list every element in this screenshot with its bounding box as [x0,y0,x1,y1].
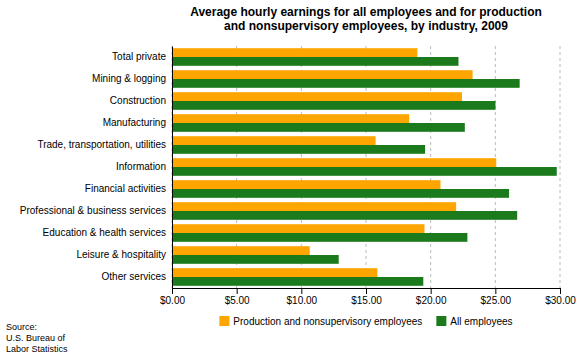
tick-label: Trade, transportation, utilities [37,139,166,150]
legend: Production and nonsupervisory employees A… [219,316,512,327]
tick-label: Total private [112,51,166,62]
tick: Information [116,161,172,172]
bar [172,57,458,66]
tick-label: $15.00 [351,295,382,306]
axis-line [173,289,561,295]
grid [172,46,560,288]
bar [172,255,339,264]
bar [172,145,425,154]
tick: Education & health services [43,227,172,238]
tick: Total private [112,51,172,62]
y-axis: Total private Mining & logging Constructio… [20,47,173,289]
legend-swatch [436,316,446,326]
grid-line [172,46,173,288]
tick-mark [560,288,561,294]
tick: Trade, transportation, utilities [37,139,172,150]
tick-mark [237,288,238,294]
tick: Construction [110,95,172,106]
tick-label: Construction [110,95,166,106]
bar [172,101,495,110]
series [172,57,557,286]
tick-label: $0.00 [160,295,185,306]
bars [172,48,557,286]
tick-label: Leisure & hospitality [77,249,167,260]
tick: $5.00 [225,288,250,306]
bar [172,246,310,255]
bar [172,180,440,189]
plot: $0.00 $5.00 $10.00 $15.00 $20.00 $25.00 $30.00… [20,46,576,306]
tick-label: Professional & business services [20,205,166,216]
tick-label: Information [116,161,166,172]
tick: $30.00 [545,288,576,306]
legend-swatch [219,316,229,326]
grid-line [560,46,561,288]
tick: Mining & logging [92,73,172,84]
tick-label: $20.00 [416,295,447,306]
bar [172,123,465,132]
tick-mark [172,288,173,294]
bar [172,114,409,123]
bar [172,202,456,211]
legend-label: Production and nonsupervisory employees [233,316,422,327]
legend-label: All employees [450,316,512,327]
tick-mark [366,288,367,294]
tick-label: Other services [102,271,166,282]
chart: Average hourly earnings for all employee… [0,0,580,360]
tick: $25.00 [481,288,512,306]
tick-label: $30.00 [545,295,576,306]
legend-item: Production and nonsupervisory employees [219,316,422,327]
tick: $20.00 [416,288,447,306]
title: Average hourly earnings for all employee… [190,5,542,33]
bar [172,268,377,277]
tick-label: Education & health services [43,227,166,238]
tick-mark [431,288,432,294]
x-axis: $0.00 $5.00 $10.00 $15.00 $20.00 $25.00 $30.00 [160,288,576,306]
bar [172,79,520,88]
tick: Other services [102,271,172,282]
bar [172,211,517,220]
bar [172,233,467,242]
bar [172,48,417,57]
tick-label: Mining & logging [92,73,166,84]
tick-label: $5.00 [225,295,250,306]
tick: $0.00 [160,288,185,306]
source: Source:U.S. Bureau ofLabor Statistics [6,322,68,354]
bar [172,167,557,176]
tick: Financial activities [85,183,172,194]
axis-line [172,47,173,289]
bar [172,158,496,167]
bar [172,224,424,233]
tick-mark [301,288,302,294]
tick: $15.00 [351,288,382,306]
bar [172,70,473,79]
bar [172,189,509,198]
tick-label: Financial activities [85,183,166,194]
tick-mark [495,288,496,294]
tick: Leisure & hospitality [77,249,173,260]
tick: $10.00 [287,288,318,306]
bar [172,92,462,101]
tick-label: $25.00 [481,295,512,306]
bar [172,136,376,145]
tick-label: Manufacturing [103,117,166,128]
bar [172,277,423,286]
legend-item: All employees [436,316,512,327]
tick-label: $10.00 [287,295,318,306]
tick: Manufacturing [103,117,172,128]
tick: Professional & business services [20,205,172,216]
